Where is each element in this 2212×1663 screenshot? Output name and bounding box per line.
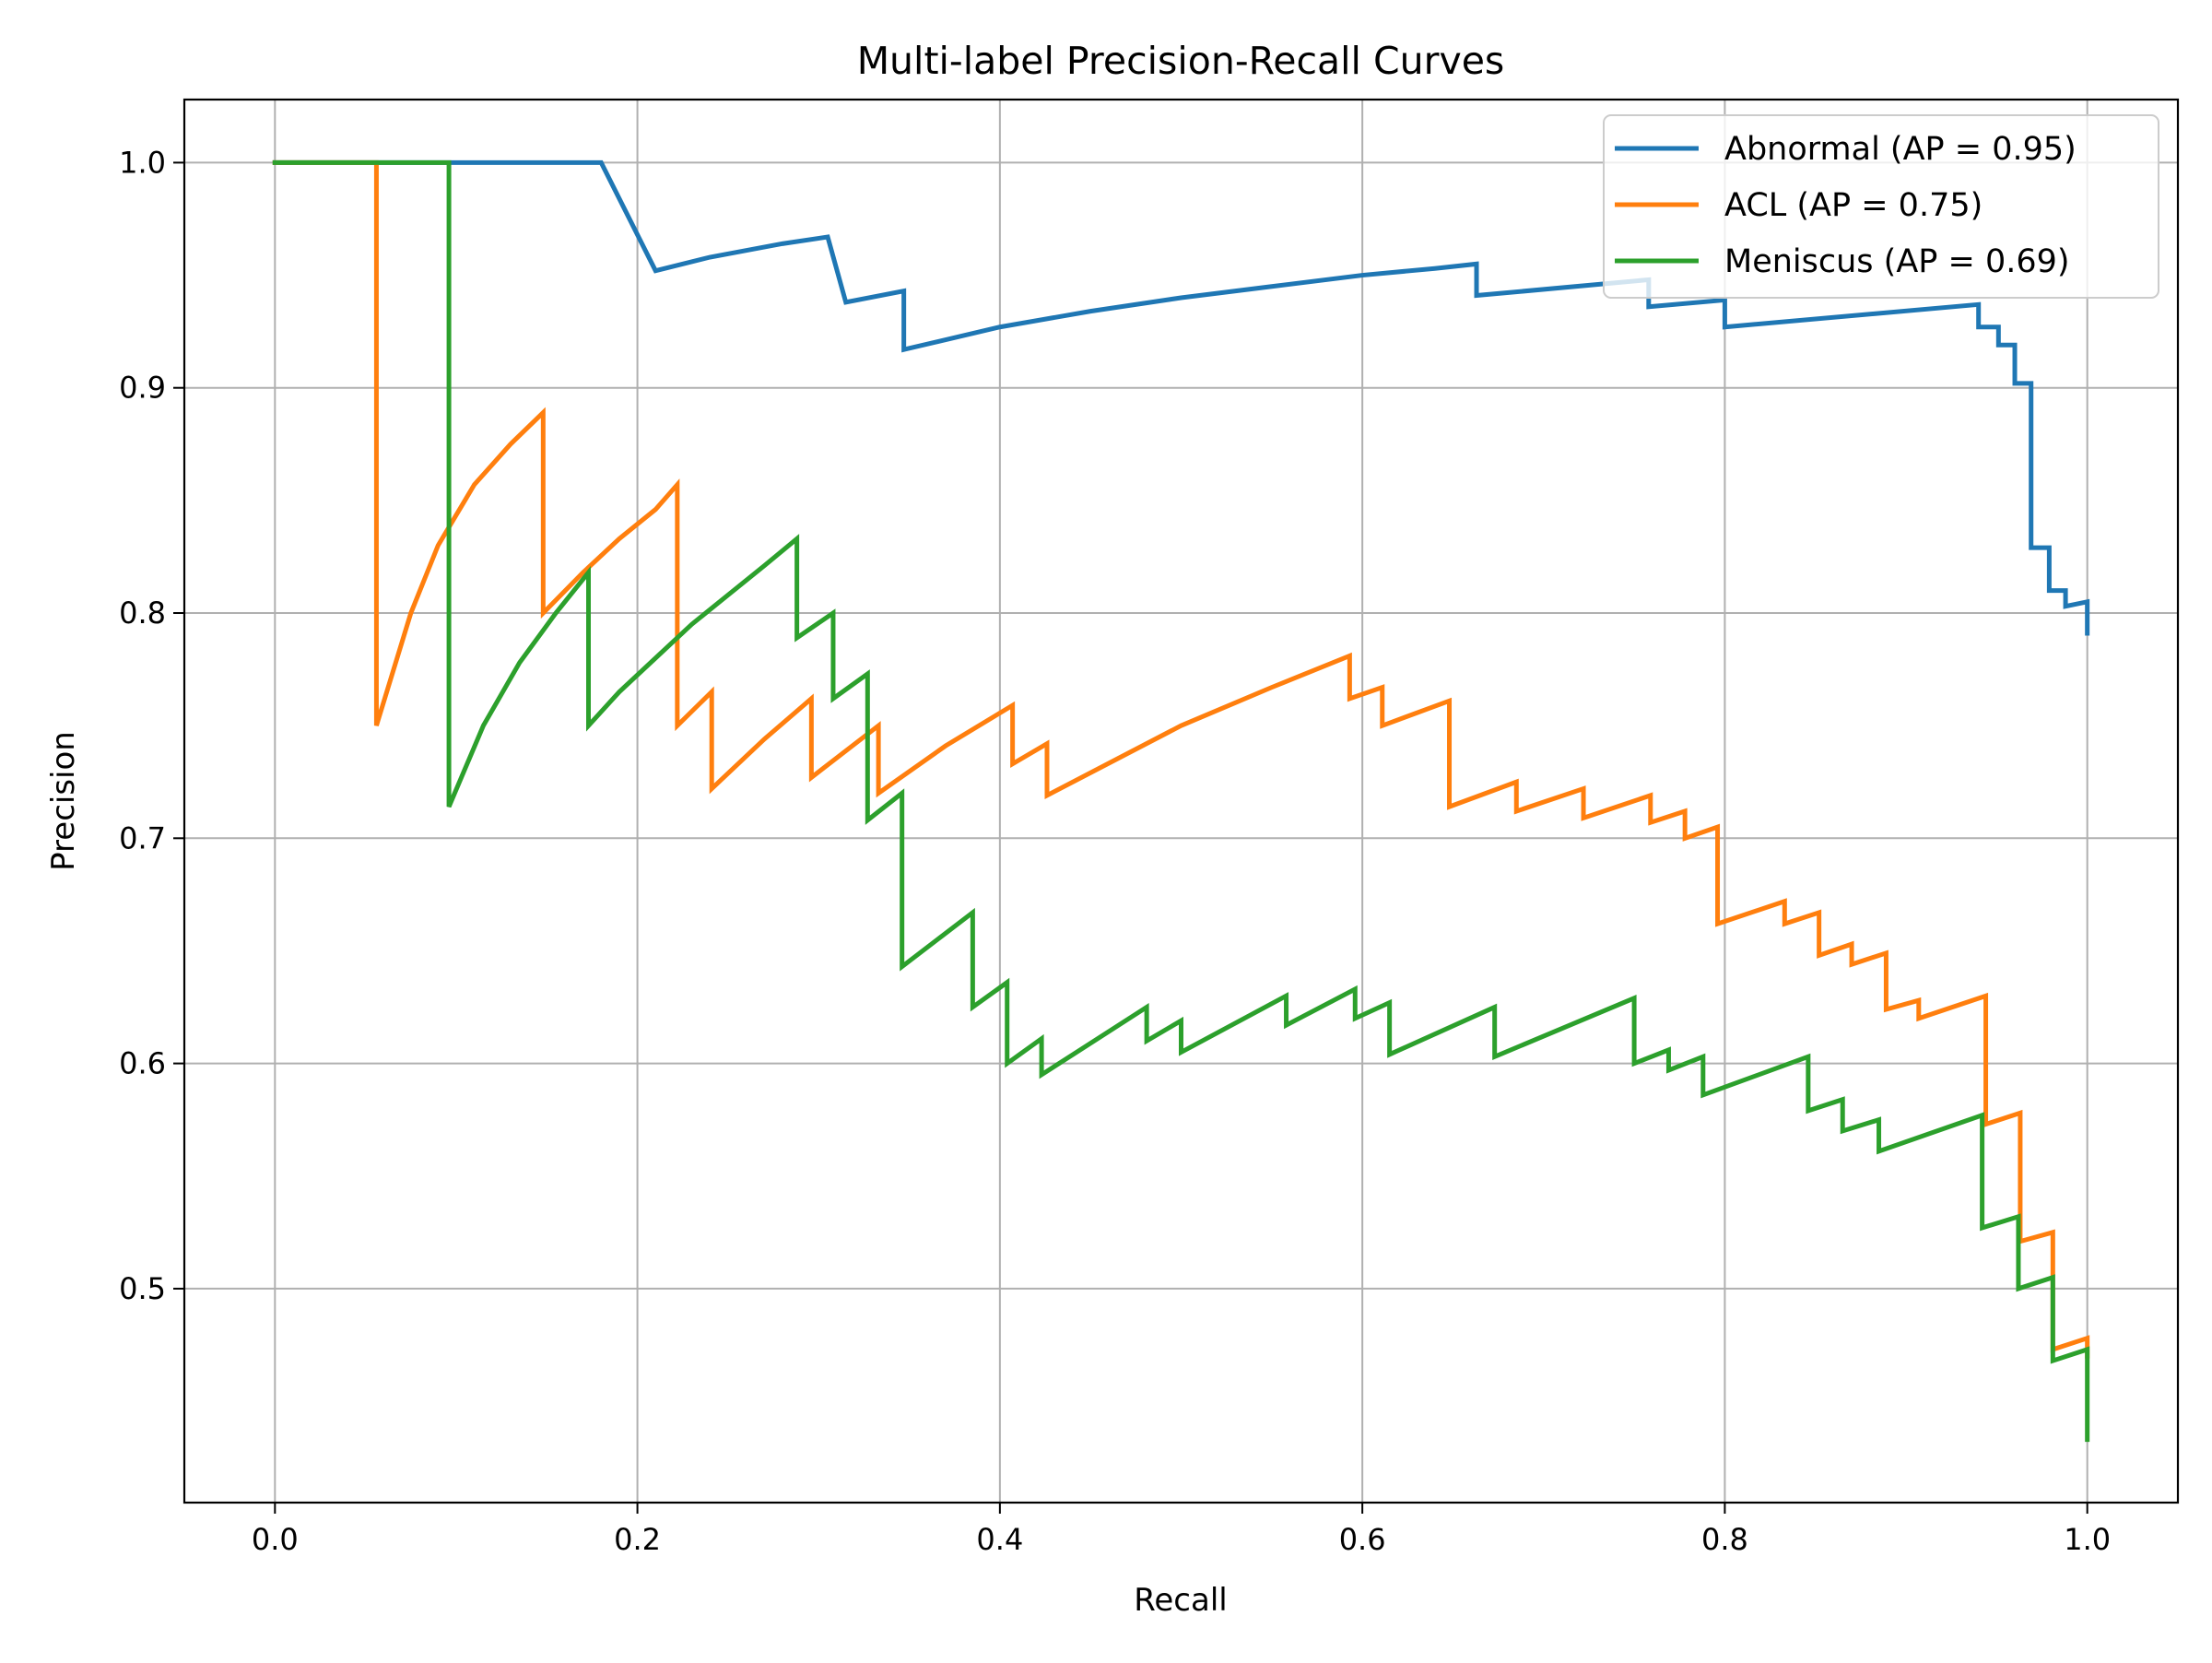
grid	[184, 100, 2178, 1503]
y-tick-label: 0.6	[119, 1046, 166, 1081]
y-axis-label: Precision	[45, 731, 82, 871]
y-tick-label: 0.7	[119, 820, 166, 855]
series-line-acl	[272, 159, 2090, 1359]
x-axis-ticks: 0.0 0.2 0.4 0.6 0.8 1.0	[252, 1503, 2111, 1557]
x-tick-label: 0.0	[252, 1522, 299, 1557]
y-axis-ticks: 0.5 0.6 0.7 0.8 0.9 1.0	[119, 145, 184, 1306]
legend-box	[1603, 114, 2159, 299]
x-tick-label: 0.4	[976, 1522, 1023, 1557]
x-axis-label: Recall	[1134, 1582, 1227, 1619]
y-tick-label: 0.8	[119, 596, 166, 631]
legend: Abnormal (AP = 0.95) ACL (AP = 0.75) Menis…	[1603, 114, 2159, 299]
x-tick-label: 0.6	[1339, 1522, 1386, 1557]
legend-label: Abnormal (AP = 0.95)	[1724, 131, 2077, 168]
x-tick-label: 0.2	[614, 1522, 661, 1557]
legend-label: Meniscus (AP = 0.69)	[1724, 243, 2070, 280]
chart-title: Multi-label Precision-Recall Curves	[857, 39, 1505, 83]
x-tick-label: 1.0	[2064, 1522, 2111, 1557]
x-tick-label: 0.8	[1701, 1522, 1748, 1557]
y-tick-label: 0.5	[119, 1271, 166, 1306]
plot-frame	[182, 98, 2180, 1504]
series-line-meniscus	[272, 159, 2090, 1443]
y-tick-label: 0.9	[119, 371, 166, 406]
legend-label: ACL (AP = 0.75)	[1724, 187, 1983, 224]
y-tick-label: 1.0	[119, 145, 166, 180]
